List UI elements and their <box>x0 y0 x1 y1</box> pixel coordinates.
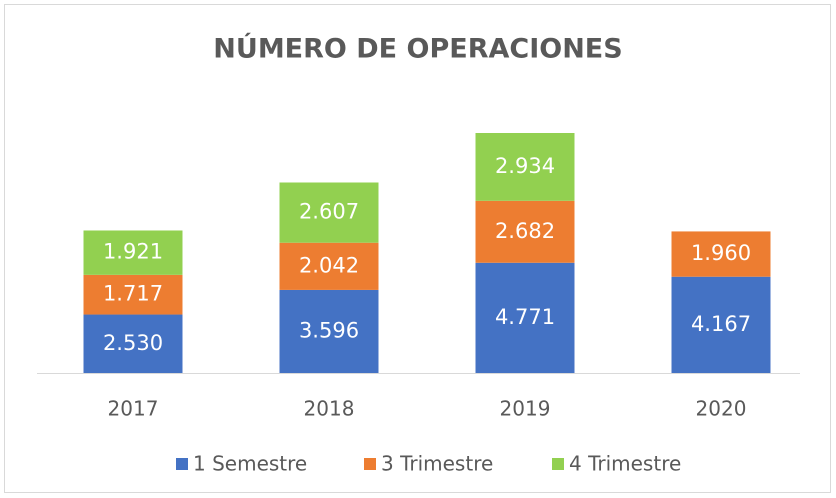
data-label: 2.607 <box>299 200 359 224</box>
bar-segment <box>83 230 183 275</box>
legend-label: 3 Trimestre <box>381 452 493 476</box>
x-tick-label: 2019 <box>500 397 551 421</box>
bar-segment <box>279 242 379 290</box>
bar-segment <box>475 262 575 373</box>
legend-swatch <box>176 458 188 470</box>
bar-segment <box>83 314 183 373</box>
bar-segment <box>475 133 575 201</box>
bar-segment <box>83 274 183 315</box>
chart-title: NÚMERO DE OPERACIONES <box>213 33 622 65</box>
data-label: 3.596 <box>299 318 359 342</box>
legend-label: 1 Semestre <box>193 452 307 476</box>
data-label: 2.530 <box>103 331 163 355</box>
legend-swatch <box>552 458 564 470</box>
data-label: 2.934 <box>495 154 555 178</box>
data-label: 2.682 <box>495 219 555 243</box>
legend-swatch <box>364 458 376 470</box>
data-label: 1.960 <box>691 241 751 265</box>
x-tick-label: 2018 <box>304 397 355 421</box>
data-label: 2.042 <box>299 253 359 277</box>
data-label: 1.921 <box>103 240 163 264</box>
x-tick-label: 2020 <box>696 397 747 421</box>
bar-segment <box>279 182 379 243</box>
data-label: 4.167 <box>691 312 751 336</box>
data-label: - <box>717 212 725 236</box>
bar-segment <box>671 231 771 277</box>
x-tick-label: 2017 <box>108 397 159 421</box>
legend-label: 4 Trimestre <box>569 452 681 476</box>
bar-segment <box>475 200 575 263</box>
bar-segment <box>279 289 379 373</box>
bar-segment <box>671 276 771 373</box>
data-label: 1.717 <box>103 282 163 306</box>
data-label: 4.771 <box>495 305 555 329</box>
